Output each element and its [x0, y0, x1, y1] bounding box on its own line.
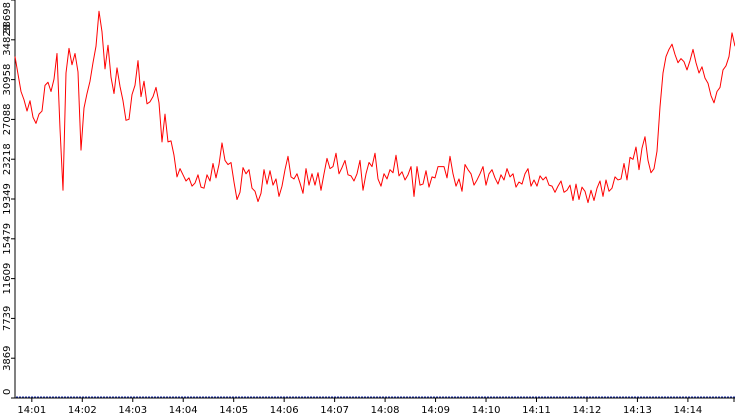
x-tick-label: 14:14: [673, 405, 702, 415]
x-tick-label: 14:05: [219, 405, 248, 415]
y-tick-label: 19349: [2, 183, 13, 215]
x-tick-label: 14:01: [17, 405, 46, 415]
chart-axes: [14, 0, 735, 399]
x-tick-label: 14:07: [320, 405, 349, 415]
x-tick-label: 14:09: [421, 405, 450, 415]
x-tick-label: 14:02: [68, 405, 97, 415]
x-tick-label: 14:12: [573, 405, 602, 415]
x-tick-label: 14:10: [472, 405, 501, 415]
y-tick-label: 34828: [2, 24, 13, 56]
y-tick-label: 0: [2, 389, 13, 395]
y-tick-label: 38698: [2, 2, 13, 34]
x-tick-label: 14:11: [522, 405, 551, 415]
y-tick-label: 27088: [2, 103, 13, 135]
x-axis-ticks: 14:01 14:02 14:03 14:04 14:05 14:06 14:07 14:08…: [17, 398, 735, 415]
x-tick-label: 14:03: [118, 405, 147, 415]
series-layer: [14, 10, 735, 204]
y-tick-label: 7739: [2, 306, 13, 331]
x-tick-label: 14:04: [169, 405, 198, 415]
x-tick-label: 14:08: [371, 405, 400, 415]
y-tick-label: 3869: [2, 345, 13, 370]
y-tick-label: 30958: [2, 64, 13, 96]
y-tick-label: 11609: [2, 263, 13, 295]
x-tick-label: 14:13: [623, 405, 652, 415]
y-axis-ticks: 0 3869 7739 11609 15479 19349 23218 27088 30958 3…: [2, 0, 15, 399]
x-tick-label: 14:06: [270, 405, 299, 415]
y-tick-label: 23218: [2, 143, 13, 175]
series-line-0: [14, 10, 735, 204]
y-tick-label: 15479: [2, 223, 13, 255]
